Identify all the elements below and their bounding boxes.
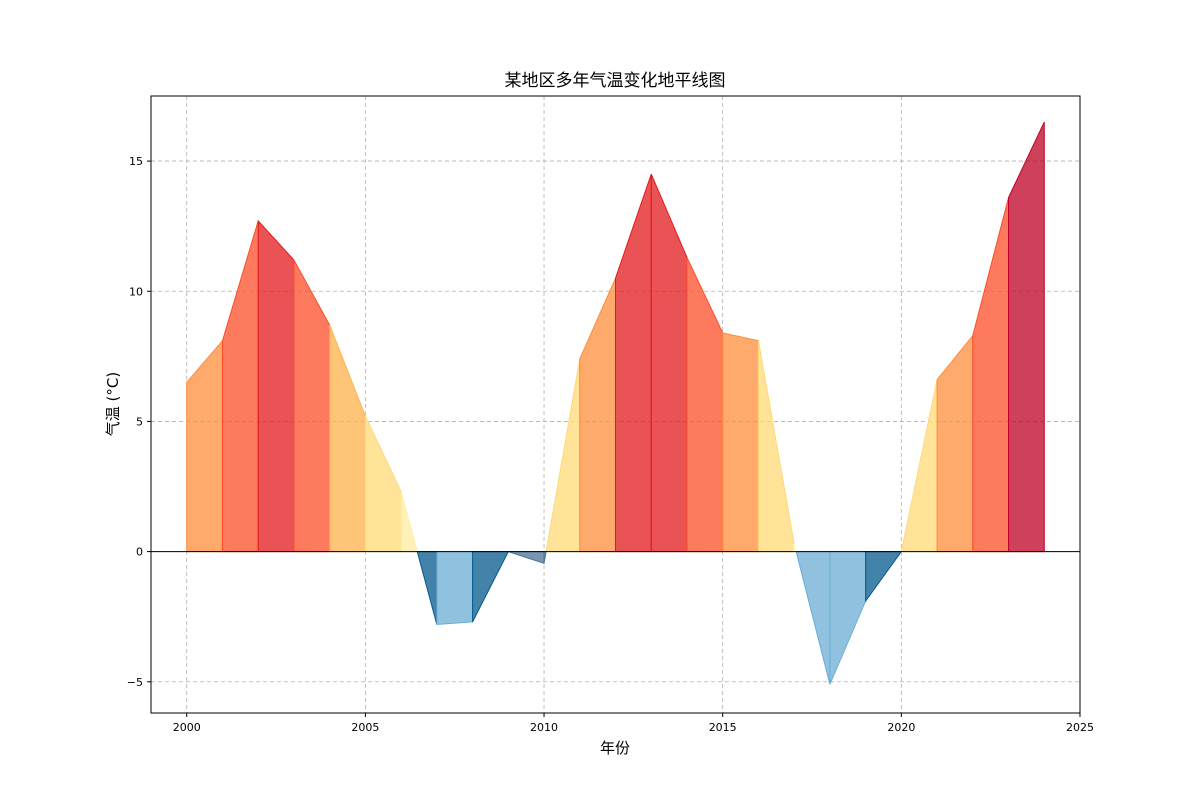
area-band <box>972 197 1010 553</box>
area-bands <box>186 121 1045 685</box>
area-band <box>257 219 295 553</box>
area-band <box>436 551 474 626</box>
area-band <box>900 379 938 553</box>
area-band <box>416 551 438 625</box>
area-band <box>722 332 759 553</box>
y-tick-label: 15 <box>129 155 143 168</box>
area-band <box>686 257 724 553</box>
y-tick-label: 10 <box>129 285 143 298</box>
area-band <box>221 220 259 553</box>
area-band <box>364 416 402 553</box>
axes <box>150 95 1081 714</box>
area-band <box>829 551 867 685</box>
area-band <box>936 334 974 553</box>
area-band <box>650 173 688 553</box>
chart-title: 某地区多年气温变化地平线图 <box>505 71 726 91</box>
x-tick-label: 2000 <box>173 721 201 734</box>
x-tick-label: 2005 <box>351 721 379 734</box>
area-band <box>293 259 331 553</box>
area-band <box>543 551 547 564</box>
area-band <box>793 543 797 553</box>
area-band <box>545 358 581 553</box>
x-tick-label: 2015 <box>709 721 737 734</box>
area-band <box>329 324 366 553</box>
y-tick-label: 0 <box>136 546 143 559</box>
area-band <box>579 278 616 553</box>
x-tick-label: 2025 <box>1066 721 1094 734</box>
y-axis-label: 气温 (°C) <box>104 372 122 436</box>
x-tick-label: 2020 <box>887 721 915 734</box>
y-tick-label: −5 <box>127 676 143 689</box>
area-band <box>865 551 903 603</box>
tick-labels: 2000 2005 2010 2015 2020 2025 −5 0 5 10 15 <box>127 155 1094 734</box>
area-band <box>757 340 795 553</box>
x-tick-label: 2010 <box>530 721 558 734</box>
area-band <box>472 551 510 623</box>
area-band <box>508 551 545 564</box>
area-band <box>1008 121 1045 553</box>
plot-frame <box>150 95 1081 714</box>
x-axis-label: 年份 <box>600 739 630 757</box>
area-band <box>186 339 223 553</box>
area-band <box>400 491 418 553</box>
area-band <box>795 551 831 685</box>
area-band <box>615 173 652 553</box>
y-tick-label: 5 <box>136 415 143 428</box>
